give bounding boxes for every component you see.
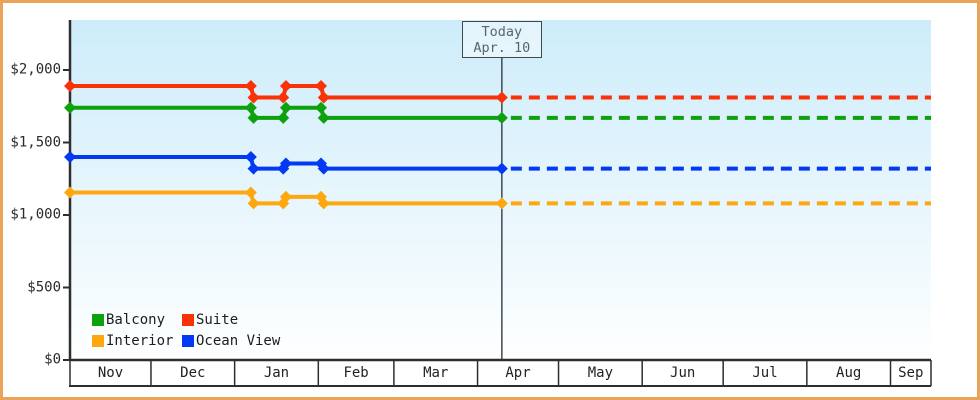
month-label-apr: Apr [505,365,531,381]
month-label-jul: Jul [752,365,778,381]
series-interior [64,186,931,210]
price-point-marker [279,101,292,114]
legend-label: Interior [106,332,174,349]
price-point-marker [247,111,260,124]
price-point-marker [495,91,508,104]
legend-item: Interior [92,332,182,349]
price-point-marker [64,151,76,163]
legend-swatch-suite [182,313,194,326]
price-point-marker [495,162,508,175]
price-point-marker [279,79,292,92]
price-point-marker [247,197,260,210]
x-axis-grid [69,358,932,387]
today-label: Today [481,23,523,40]
legend-item: Ocean View [182,332,281,349]
legend: Balcony Suite Interior Ocean View [92,311,281,349]
month-label-jan: Jan [263,365,290,381]
legend-item: Balcony [92,311,182,328]
series-suite [64,79,931,104]
price-point-marker [244,151,257,163]
today-annotation-box: Today Apr. 10 [461,21,542,58]
legend-label: Suite [196,311,239,328]
month-label-aug: Aug [836,365,862,381]
legend-swatch-ocean-view [182,334,194,347]
month-label-jun: Jun [670,365,696,381]
today-date-label: Apr. 10 [473,39,531,56]
price-point-marker [277,111,290,124]
month-label-dec: Dec [180,365,206,381]
price-point-marker [317,91,330,104]
price-point-marker [244,101,257,114]
price-point-marker [317,111,330,124]
month-label-mar: Mar [423,365,449,381]
price-point-marker [317,162,330,175]
price-point-marker [279,190,292,203]
price-point-marker [277,91,290,104]
price-point-marker [64,186,76,199]
price-point-marker [247,91,260,104]
series-ocean-view [64,151,931,175]
price-point-marker [244,79,257,92]
y-axis-label: $1,500 [10,134,61,151]
month-label-may: May [587,365,614,381]
price-point-marker [279,157,292,170]
plot-background [70,20,931,360]
month-label-sep: Sep [898,365,924,381]
price-point-marker [495,197,508,210]
price-point-marker [495,111,508,124]
price-point-marker [317,197,330,210]
price-point-marker [64,79,76,92]
price-point-marker [64,101,76,114]
legend-label: Balcony [106,311,166,328]
month-label-feb: Feb [343,365,369,381]
y-axis-label: $2,000 [10,61,61,78]
y-axis-label: $1,000 [10,206,61,223]
month-label-nov: Nov [97,365,124,381]
y-axis-label: $500 [27,279,61,296]
legend-swatch-interior [92,334,104,347]
price-point-marker [315,101,328,114]
price-point-marker [247,162,260,175]
legend-label: Ocean View [196,332,281,349]
legend-item: Suite [182,311,280,328]
price-point-marker [244,186,257,199]
legend-swatch-balcony [92,313,104,326]
y-axis-label: $0 [44,351,61,368]
price-point-marker [315,79,328,92]
series-balcony [64,101,931,124]
